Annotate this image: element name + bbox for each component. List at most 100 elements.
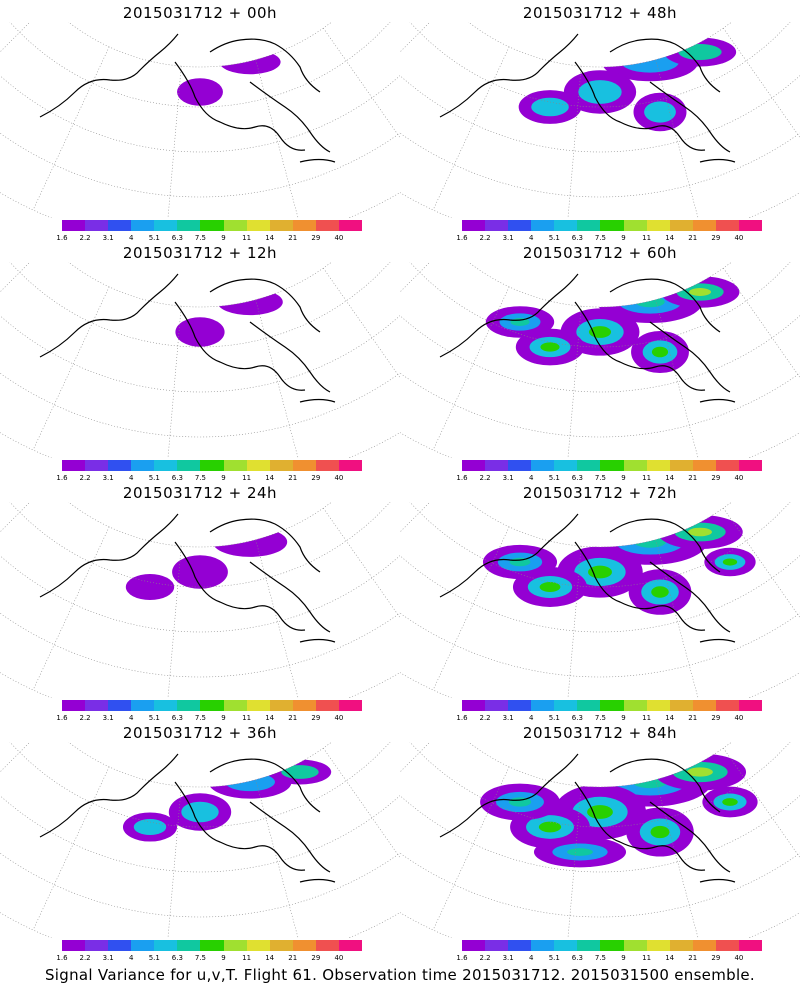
colorbar-tick-label: 40: [734, 234, 744, 242]
colorbar-swatch: [738, 700, 763, 711]
colorbar-tick-label: 11: [642, 474, 652, 482]
colorbar-swatch: [200, 940, 224, 951]
colorbar-swatch: [508, 460, 532, 471]
colorbar-tick-label: 4: [128, 474, 134, 482]
colorbar-tick-label: 11: [642, 954, 652, 962]
map-plot: [0, 502, 400, 698]
graticule-line: [0, 795, 400, 873]
colorbar-swatch: [646, 460, 670, 471]
map-panel: 2015031712 + 72h 1.6 2.2 3.1 4 5.1 6.3 7.5 9 11 14…: [400, 480, 800, 722]
colorbar-swatch: [246, 700, 270, 711]
graticule-line: [255, 299, 299, 458]
coastline: [299, 398, 336, 403]
colorbar-swatch: [246, 220, 270, 231]
map-plot: [400, 742, 800, 938]
colorbar-tick-label: 29: [711, 714, 721, 722]
colorbar-swatch: [177, 940, 201, 951]
colorbar-swatch: [108, 700, 132, 711]
colorbar-labels: 1.6 2.2 3.1 4 5.1 6.3 7.5 9 11 14 21 29 40: [40, 954, 380, 964]
coastline: [649, 81, 731, 153]
map-plot: [400, 22, 800, 218]
coastline: [699, 878, 736, 883]
coastline: [249, 81, 331, 153]
colorbar-swatch: [531, 700, 555, 711]
colorbar-swatch: [338, 460, 363, 471]
colorbar-swatch: [292, 700, 316, 711]
colorbar-swatch: [292, 460, 316, 471]
map-frame: [0, 502, 400, 698]
colorbar-swatch: [223, 700, 247, 711]
graticule-line: [0, 75, 400, 153]
colorbar-tick-label: 7.5: [594, 714, 607, 722]
colorbar-swatch: [338, 940, 363, 951]
variance-region: [225, 772, 275, 792]
graticule-line: [376, 502, 400, 559]
colorbar-swatch: [85, 700, 109, 711]
colorbar-tick-label: 7.5: [594, 954, 607, 962]
colorbar-tick-label: 21: [688, 954, 698, 962]
coastline: [174, 541, 306, 631]
colorbar-swatch: [577, 940, 601, 951]
colorbar-tick-label: 6.3: [171, 234, 183, 242]
colorbar-swatch: [623, 700, 647, 711]
colorbar-tick-label: 1.6: [56, 954, 68, 962]
colorbar-tick-label: 11: [242, 234, 252, 242]
colorbar-tick-label: 1.6: [456, 954, 468, 962]
colorbar-tick-label: 40: [734, 714, 744, 722]
coastline: [699, 398, 736, 403]
coastline: [649, 321, 731, 393]
colorbar-swatch: [508, 220, 532, 231]
colorbar-tick-label: 6.3: [171, 474, 183, 482]
colorbar-swatch: [485, 700, 509, 711]
colorbar-tick-label: 4: [528, 474, 534, 482]
graticule-line: [323, 507, 400, 619]
variance-region: [212, 527, 288, 557]
graticule-line: [655, 59, 699, 218]
colorbar-tick-label: 7.5: [594, 474, 607, 482]
colorbar-swatch: [623, 940, 647, 951]
graticule-line: [432, 46, 510, 211]
colorbar-swatch: [108, 940, 132, 951]
variance-region: [578, 80, 622, 104]
colorbar-tick-label: 21: [288, 714, 298, 722]
coastline: [649, 561, 731, 633]
colorbar-swatch: [692, 220, 716, 231]
graticule-line: [400, 502, 431, 533]
graticule-line: [400, 22, 431, 53]
colorbar-tick-label: 3.1: [502, 954, 514, 962]
colorbar-tick-label: 14: [665, 954, 675, 962]
colorbar-swatch: [646, 940, 670, 951]
graticule-line: [0, 742, 31, 773]
colorbar-tick-label: 6.3: [571, 954, 583, 962]
colorbar-swatch: [646, 700, 670, 711]
panel-title: 2015031712 + 60h: [522, 244, 678, 262]
graticule-line: [432, 286, 510, 451]
colorbar-tick-label: 1.6: [456, 474, 468, 482]
colorbar-swatch: [131, 460, 155, 471]
graticule-line: [776, 502, 800, 559]
variance-region: [531, 97, 569, 117]
colorbar-tick-label: 40: [334, 714, 344, 722]
coastline: [209, 758, 321, 813]
variance-region: [219, 49, 281, 75]
variance-region: [722, 558, 738, 566]
colorbar-tick-label: 2.2: [479, 474, 491, 482]
colorbar-swatch: [154, 940, 178, 951]
map-panel: 2015031712 + 60h 1.6 2.2 3.1 4 5.1 6.3 7.5 9 11 14…: [400, 240, 800, 482]
graticule-line: [255, 779, 299, 938]
graticule-line: [0, 132, 400, 198]
colorbar-tick-label: 5.1: [148, 474, 160, 482]
panel-title: 2015031712 + 00h: [122, 4, 278, 22]
colorbar-swatch: [600, 460, 624, 471]
colorbar-tick-label: 29: [311, 474, 321, 482]
panel-title: 2015031712 + 36h: [122, 724, 278, 742]
colorbar-swatch: [200, 460, 224, 471]
variance-region: [217, 288, 283, 316]
colorbar-tick-label: 3.1: [102, 474, 114, 482]
colorbar-tick-label: 7.5: [194, 954, 207, 962]
variance-region: [177, 78, 223, 106]
colorbar: [62, 700, 363, 711]
colorbar-swatch: [738, 220, 763, 231]
coastline: [249, 801, 331, 873]
colorbar-swatch: [177, 700, 201, 711]
